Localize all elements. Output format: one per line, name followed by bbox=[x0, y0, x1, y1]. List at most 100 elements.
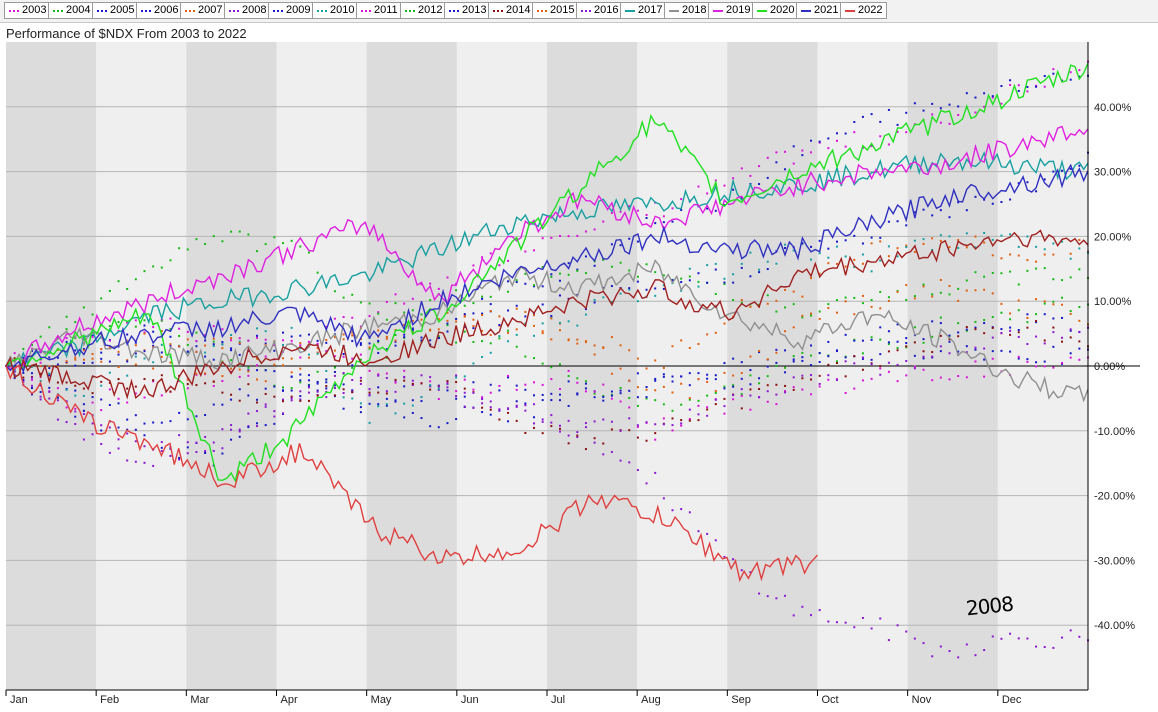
series-point bbox=[1017, 331, 1020, 334]
series-point bbox=[576, 377, 579, 380]
series-point bbox=[273, 395, 276, 398]
legend-item-2006[interactable]: 2006 bbox=[136, 2, 184, 19]
legend-item-2014[interactable]: 2014 bbox=[488, 2, 536, 19]
series-point bbox=[593, 420, 596, 423]
series-point bbox=[740, 197, 743, 200]
series-point bbox=[264, 403, 267, 406]
series-point bbox=[1035, 190, 1038, 193]
series-point bbox=[619, 210, 622, 213]
legend-item-2012[interactable]: 2012 bbox=[400, 2, 448, 19]
series-point bbox=[507, 290, 510, 293]
series-point bbox=[204, 435, 207, 438]
series-point bbox=[628, 417, 631, 420]
legend-item-2021[interactable]: 2021 bbox=[796, 2, 844, 19]
legend-item-2003[interactable]: 2003 bbox=[4, 2, 52, 19]
series-point bbox=[939, 107, 942, 110]
series-point bbox=[290, 371, 293, 374]
legend-item-2020[interactable]: 2020 bbox=[752, 2, 800, 19]
legend-item-2010[interactable]: 2010 bbox=[312, 2, 360, 19]
series-point bbox=[481, 297, 484, 300]
series-point bbox=[775, 597, 778, 600]
series-point bbox=[541, 322, 544, 325]
series-point bbox=[126, 321, 129, 324]
series-point bbox=[550, 425, 553, 428]
series-point bbox=[524, 355, 527, 358]
series-point bbox=[273, 363, 276, 366]
series-point bbox=[74, 358, 77, 361]
series-point bbox=[74, 415, 77, 418]
series-point bbox=[1061, 279, 1064, 282]
series-point bbox=[342, 338, 345, 341]
series-point bbox=[533, 357, 536, 360]
series-point bbox=[489, 406, 492, 409]
series-point bbox=[576, 269, 579, 272]
series-point bbox=[299, 399, 302, 402]
series-point bbox=[515, 345, 518, 348]
series-point bbox=[429, 388, 432, 391]
series-point bbox=[887, 341, 890, 344]
x-tick-label: Jun bbox=[461, 694, 479, 706]
series-point bbox=[948, 293, 951, 296]
series-point bbox=[740, 372, 743, 375]
series-point bbox=[723, 555, 726, 558]
series-point bbox=[524, 272, 527, 275]
series-point bbox=[1035, 361, 1038, 364]
legend-item-2016[interactable]: 2016 bbox=[576, 2, 624, 19]
series-point bbox=[792, 249, 795, 252]
series-point bbox=[368, 342, 371, 345]
series-point bbox=[706, 264, 709, 267]
legend-item-2017[interactable]: 2017 bbox=[620, 2, 668, 19]
series-point bbox=[706, 414, 709, 417]
series-point bbox=[351, 379, 354, 382]
series-point bbox=[256, 364, 259, 367]
series-point bbox=[22, 356, 25, 359]
series-point bbox=[1009, 83, 1012, 86]
series-point bbox=[351, 366, 354, 369]
legend-item-2022[interactable]: 2022 bbox=[840, 2, 888, 19]
series-point bbox=[446, 381, 449, 384]
series-point bbox=[333, 386, 336, 389]
series-point bbox=[879, 365, 882, 368]
series-point bbox=[82, 358, 85, 361]
series-point bbox=[411, 327, 414, 330]
legend-item-2009[interactable]: 2009 bbox=[268, 2, 316, 19]
series-point bbox=[446, 380, 449, 383]
series-point bbox=[558, 427, 561, 430]
series-point bbox=[65, 421, 68, 424]
series-point bbox=[230, 337, 233, 340]
series-point bbox=[411, 399, 414, 402]
legend-item-2005[interactable]: 2005 bbox=[92, 2, 140, 19]
series-point bbox=[1009, 350, 1012, 353]
series-point bbox=[749, 305, 752, 308]
series-point bbox=[82, 412, 85, 415]
series-point bbox=[472, 327, 475, 330]
legend-item-2004[interactable]: 2004 bbox=[48, 2, 96, 19]
legend-item-2008[interactable]: 2008 bbox=[224, 2, 272, 19]
series-point bbox=[931, 655, 934, 658]
series-point bbox=[368, 346, 371, 349]
series-point bbox=[394, 381, 397, 384]
series-point bbox=[801, 154, 804, 157]
legend-item-2007[interactable]: 2007 bbox=[180, 2, 228, 19]
series-point bbox=[281, 364, 284, 367]
series-point bbox=[481, 340, 484, 343]
legend-item-2013[interactable]: 2013 bbox=[444, 2, 492, 19]
series-point bbox=[758, 377, 761, 380]
series-point bbox=[879, 135, 882, 138]
series-point bbox=[359, 342, 362, 345]
series-point bbox=[758, 592, 761, 595]
series-point bbox=[316, 351, 319, 354]
series-point bbox=[524, 250, 527, 253]
series-point bbox=[654, 423, 657, 426]
series-point bbox=[541, 383, 544, 386]
legend-item-2011[interactable]: 2011 bbox=[356, 2, 403, 19]
series-point bbox=[740, 301, 743, 304]
legend-swatch bbox=[405, 9, 415, 12]
series-point bbox=[256, 422, 259, 425]
series-point bbox=[541, 332, 544, 335]
series-point bbox=[861, 115, 864, 118]
series-point bbox=[645, 216, 648, 219]
series-point bbox=[91, 313, 94, 316]
series-point bbox=[186, 387, 189, 390]
series-point bbox=[524, 402, 527, 405]
